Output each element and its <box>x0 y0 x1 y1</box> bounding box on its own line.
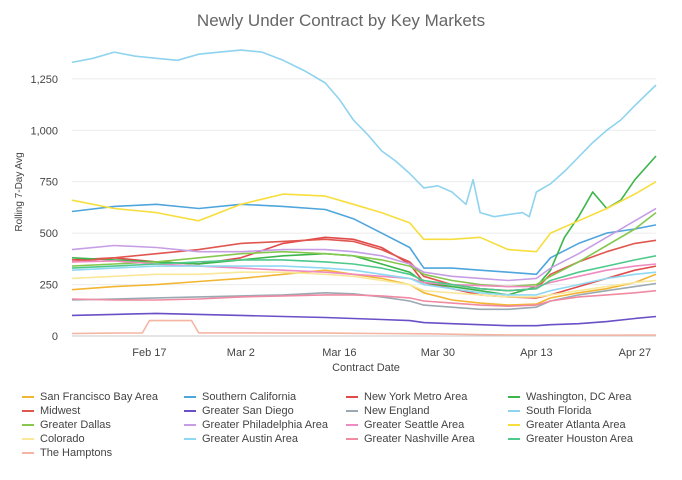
legend-label: Midwest <box>40 405 81 417</box>
legend-swatch <box>346 424 358 426</box>
y-tick-label: 750 <box>40 177 58 189</box>
series-line-greater-atlanta-area <box>71 181 657 253</box>
legend-label: South Florida <box>526 405 592 417</box>
legend-swatch <box>22 452 34 454</box>
x-tick-label: Mar 16 <box>322 347 356 359</box>
legend-item[interactable]: South Florida <box>508 404 670 418</box>
legend-swatch <box>22 438 34 440</box>
legend-label: Greater Atlanta Area <box>526 419 626 431</box>
legend-row: Midwest Greater San Diego New England South… <box>22 404 672 418</box>
legend-item[interactable]: New York Metro Area <box>346 390 508 404</box>
legend-item[interactable]: New England <box>346 404 508 418</box>
legend-swatch <box>508 438 520 440</box>
legend-swatch <box>184 438 196 440</box>
legend-label: Greater Nashville Area <box>364 433 475 445</box>
x-tick-label: Mar 2 <box>227 347 255 359</box>
legend-swatch <box>184 424 196 426</box>
series-line-greater-dallas <box>71 211 657 288</box>
y-tick-label: 1,000 <box>30 125 58 137</box>
legend-swatch <box>22 410 34 412</box>
legend-row: San Francisco Bay Area Southern Californi… <box>22 390 672 404</box>
legend-label: Greater Philadelphia Area <box>202 419 328 431</box>
y-tick-label: 250 <box>40 280 58 292</box>
legend-label: Washington, DC Area <box>526 391 632 403</box>
legend: San Francisco Bay Area Southern Californi… <box>22 390 672 460</box>
y-tick-label: 500 <box>40 228 58 240</box>
x-tick-label: Apr 13 <box>520 347 552 359</box>
series-line-greater-houston-area <box>71 255 657 292</box>
legend-label: San Francisco Bay Area <box>40 391 159 403</box>
legend-label: Colorado <box>40 433 85 445</box>
legend-item[interactable]: Midwest <box>22 404 184 418</box>
legend-swatch <box>346 410 358 412</box>
legend-item[interactable]: Greater Houston Area <box>508 432 670 446</box>
line-chart: Newly Under Contract by Key Markets Roll… <box>14 11 657 374</box>
legend-item[interactable]: Greater Atlanta Area <box>508 418 670 432</box>
y-axis-label: Rolling 7-Day Avg <box>14 152 25 231</box>
x-ticks: Feb 17 Mar 2 Mar 16 Mar 30 Apr 13 Apr 27 <box>132 347 651 359</box>
legend-item[interactable]: Greater Austin Area <box>184 432 346 446</box>
legend-item[interactable]: Greater San Diego <box>184 404 346 418</box>
legend-label: Greater Houston Area <box>526 433 634 445</box>
legend-swatch <box>184 396 196 398</box>
legend-row: Colorado Greater Austin Area Greater Nashv… <box>22 432 672 446</box>
y-tick-label: 0 <box>52 331 58 343</box>
legend-item[interactable]: San Francisco Bay Area <box>22 390 184 404</box>
x-tick-label: Mar 30 <box>421 347 455 359</box>
legend-item[interactable]: Southern California <box>184 390 346 404</box>
legend-swatch <box>508 424 520 426</box>
chart-title: Newly Under Contract by Key Markets <box>197 11 485 30</box>
legend-swatch <box>22 424 34 426</box>
legend-swatch <box>22 396 34 398</box>
series-line-the-hamptons <box>71 319 656 337</box>
legend-row: The Hamptons <box>22 446 672 460</box>
y-tick-label: 1,250 <box>30 74 58 86</box>
x-tick-label: Apr 27 <box>619 347 651 359</box>
series-line-southern-california <box>71 203 657 276</box>
legend-label: The Hamptons <box>40 447 113 459</box>
series-line-colorado <box>71 271 657 298</box>
series-line-new-england <box>71 282 657 311</box>
legend-swatch <box>508 410 520 412</box>
series-line-greater-philadelphia-area <box>71 207 657 282</box>
legend-item[interactable]: Greater Dallas <box>22 418 184 432</box>
legend-swatch <box>346 438 358 440</box>
legend-row: Greater Dallas Greater Philadelphia Area G… <box>22 418 672 432</box>
series-line-greater-nashville-area <box>71 289 657 308</box>
series-line-san-francisco-bay-area <box>71 269 657 306</box>
series-line-south-florida <box>71 49 657 218</box>
series-line-greater-austin-area <box>71 265 657 296</box>
legend-label: New England <box>364 405 430 417</box>
legend-label: Greater San Diego <box>202 405 294 417</box>
legend-label: New York Metro Area <box>364 391 468 403</box>
legend-item[interactable]: Greater Seattle Area <box>346 418 508 432</box>
legend-swatch <box>346 396 358 398</box>
x-tick-label: Feb 17 <box>132 347 166 359</box>
legend-swatch <box>184 410 196 412</box>
legend-label: Southern California <box>202 391 297 403</box>
legend-label: Greater Seattle Area <box>364 419 465 431</box>
legend-item[interactable]: Greater Nashville Area <box>346 432 508 446</box>
series-lines <box>71 49 657 337</box>
x-axis-label: Contract Date <box>332 362 400 374</box>
legend-item[interactable]: Colorado <box>22 432 184 446</box>
legend-item[interactable]: The Hamptons <box>22 446 184 460</box>
series-line-greater-san-diego <box>71 312 657 327</box>
legend-item[interactable]: Washington, DC Area <box>508 390 670 404</box>
legend-label: Greater Dallas <box>40 419 111 431</box>
legend-item[interactable]: Greater Philadelphia Area <box>184 418 346 432</box>
y-ticks: 0 250 500 750 1,000 1,250 <box>30 74 58 343</box>
legend-label: Greater Austin Area <box>202 433 298 445</box>
legend-swatch <box>508 396 520 398</box>
